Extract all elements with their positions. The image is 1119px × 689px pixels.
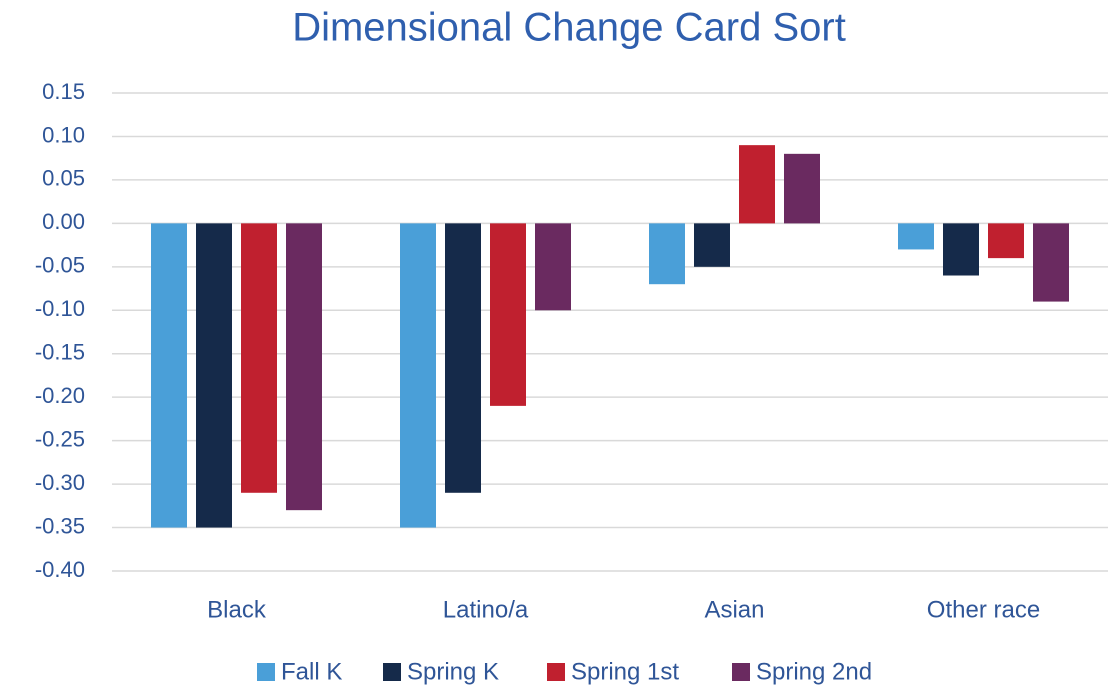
legend-label: Spring 2nd xyxy=(756,658,872,685)
bar xyxy=(196,223,232,528)
chart-title: Dimensional Change Card Sort xyxy=(292,6,846,50)
legend-swatch xyxy=(383,663,401,681)
y-tick-label: 0.00 xyxy=(42,209,85,234)
y-tick-label: -0.20 xyxy=(35,383,85,408)
y-tick-label: -0.35 xyxy=(35,513,85,538)
bar xyxy=(898,223,934,250)
bar xyxy=(286,223,322,511)
x-tick-label: Other race xyxy=(927,596,1040,623)
bar xyxy=(943,223,979,276)
bar xyxy=(784,153,820,224)
y-tick-label: -0.10 xyxy=(35,296,85,321)
bar xyxy=(694,223,730,267)
legend-label: Fall K xyxy=(281,658,342,685)
bar xyxy=(241,223,277,493)
y-tick-label: 0.10 xyxy=(42,122,85,147)
bar xyxy=(988,223,1024,259)
y-tick-label: -0.15 xyxy=(35,340,85,365)
legend-label: Spring 1st xyxy=(571,658,679,685)
y-tick-label: 0.15 xyxy=(42,79,85,104)
legend-swatch xyxy=(257,663,275,681)
x-tick-label: Asian xyxy=(704,596,764,623)
bar xyxy=(739,145,775,224)
bar xyxy=(1033,223,1069,302)
y-tick-label: -0.25 xyxy=(35,426,85,451)
bar xyxy=(649,223,685,285)
bar xyxy=(535,223,571,311)
bar xyxy=(151,223,187,528)
bar xyxy=(445,223,481,493)
legend-swatch xyxy=(732,663,750,681)
x-tick-label: Black xyxy=(207,596,267,623)
y-tick-label: -0.30 xyxy=(35,470,85,495)
legend-label: Spring K xyxy=(407,658,499,685)
y-tick-label: -0.05 xyxy=(35,253,85,278)
y-tick-label: 0.05 xyxy=(42,166,85,191)
y-tick-label: -0.40 xyxy=(35,557,85,582)
bar xyxy=(490,223,526,406)
bar xyxy=(400,223,436,528)
x-tick-label: Latino/a xyxy=(443,596,529,623)
legend-swatch xyxy=(547,663,565,681)
